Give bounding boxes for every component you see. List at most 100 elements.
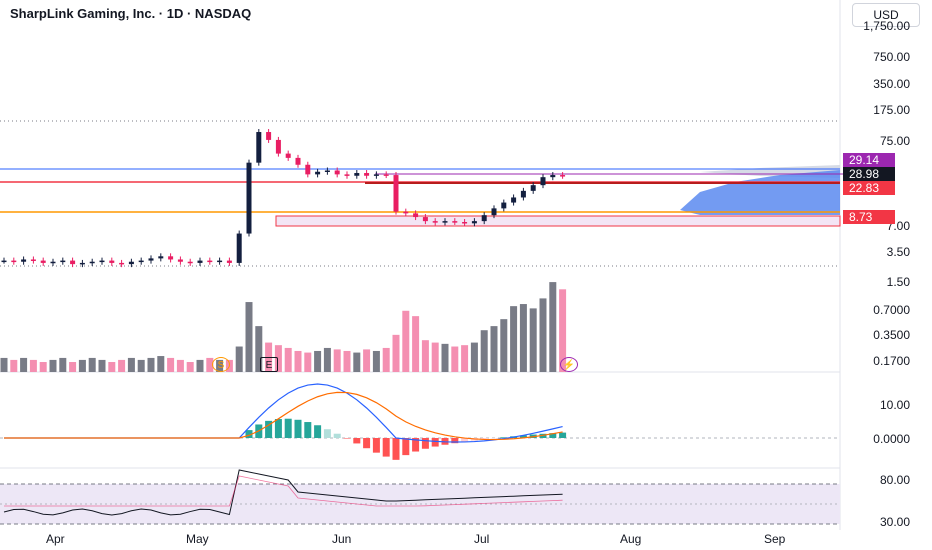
volume-bar [284, 347, 292, 372]
candle-body [119, 262, 125, 265]
candle-body [187, 261, 193, 264]
volume-bar [333, 349, 341, 372]
candle-body [60, 260, 66, 263]
candle-body [315, 171, 321, 175]
candle-body [226, 260, 232, 263]
candle-body [403, 211, 409, 214]
currency-button[interactable]: USD [852, 3, 920, 27]
candle-body [520, 190, 526, 198]
volume-bar [470, 342, 478, 372]
volume-bar [137, 359, 145, 372]
volume-bar [127, 357, 135, 372]
macd-histogram-bar [274, 419, 282, 438]
price-tick: 75.00 [879, 134, 910, 148]
volume-bar [196, 359, 204, 372]
signal-line [4, 391, 563, 441]
candle-body [197, 260, 203, 263]
macd-histogram-bar [304, 422, 312, 438]
volume-bar [402, 310, 410, 372]
macd-histogram-bar [343, 438, 351, 439]
candle-body [30, 259, 36, 261]
candle-body [540, 177, 546, 186]
split-marker[interactable]: S [212, 357, 230, 372]
candle-body [285, 153, 291, 158]
time-tick: Jul [474, 532, 490, 546]
volume-bar [343, 350, 351, 372]
volume-bar [29, 359, 37, 372]
candle-body [128, 261, 134, 265]
purple-band [375, 173, 845, 175]
candle-body [452, 221, 458, 223]
macd-histogram-bar [431, 438, 439, 447]
volume-bar [510, 306, 518, 372]
candle-body [491, 208, 497, 216]
candle-body [324, 170, 330, 172]
candle-body [246, 162, 252, 234]
volume-bar [529, 308, 537, 372]
candle-body [334, 170, 340, 175]
candle-body [79, 262, 85, 265]
candle-body [501, 202, 507, 209]
candle-body [70, 260, 76, 265]
candle-body [1, 260, 7, 263]
candle-body [550, 175, 556, 178]
price-tick: 350.00 [873, 77, 910, 91]
candle-body [373, 174, 379, 176]
candle-body [50, 261, 56, 264]
candle-body [266, 132, 272, 140]
price-badge-high: 29.14 [843, 153, 895, 167]
candle-body [295, 157, 301, 165]
earnings-marker[interactable]: E [260, 357, 278, 372]
candle-body [11, 260, 17, 263]
macd-line [4, 383, 563, 443]
price-tick: 3.50 [886, 245, 910, 259]
volume-bar [39, 362, 47, 372]
macd-histogram-bar [461, 438, 469, 442]
volume-bar [49, 359, 57, 372]
volume-bar [59, 357, 67, 372]
candle-body [89, 261, 95, 264]
macd-tick: 0.0000 [873, 432, 910, 446]
candle-body [462, 221, 468, 224]
volume-bar [147, 357, 155, 372]
candle-body [354, 173, 360, 176]
macd-histogram-bar [382, 438, 390, 457]
macd-histogram-bar [323, 429, 331, 438]
candle-body [530, 185, 536, 191]
candle-body [158, 256, 164, 259]
volume-bar [176, 359, 184, 372]
candle-body [99, 260, 105, 263]
candle-body [344, 174, 350, 176]
rsi-tick: 80.00 [879, 473, 910, 487]
candle-body [256, 132, 262, 163]
volume-bar [451, 346, 459, 372]
volume-bar [294, 350, 302, 372]
macd-histogram-bar [519, 435, 527, 438]
macd-histogram-bar [402, 438, 410, 456]
volume-bar [314, 350, 322, 372]
candle-body [511, 197, 517, 203]
volume-bar [323, 347, 331, 372]
volume-bar [98, 359, 106, 372]
volume-bar [421, 340, 429, 372]
candle-body [305, 164, 311, 175]
volume-bar [88, 357, 96, 372]
news-flash-icon[interactable]: ⚡ [560, 357, 578, 372]
macd-histogram-bar [500, 437, 508, 438]
macd-histogram-bar [392, 438, 400, 460]
candle-body [138, 260, 144, 263]
volume-bar [559, 289, 567, 372]
volume-bar [490, 326, 498, 372]
macd-histogram-bar [372, 438, 380, 453]
volume-bar [480, 330, 488, 372]
candle-body [217, 260, 223, 263]
volume-bar [304, 352, 312, 372]
support-zone [275, 215, 841, 227]
price-tick: 750.00 [873, 50, 910, 64]
rsi-tick: 30.00 [879, 515, 910, 529]
macd-histogram-bar [353, 438, 361, 444]
volume-bar [392, 334, 400, 372]
time-tick: Aug [620, 532, 642, 546]
volume-bar [78, 359, 86, 372]
